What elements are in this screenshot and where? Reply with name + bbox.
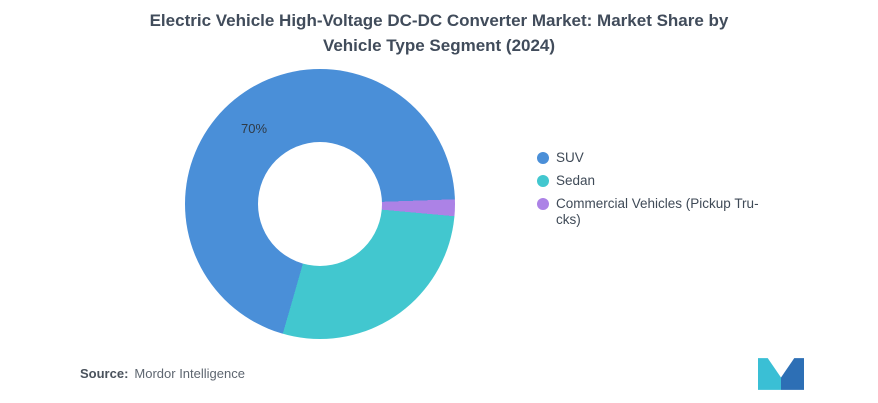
legend-label-sedan: Sedan — [556, 173, 596, 188]
legend-label-suv: SUV — [556, 150, 584, 165]
chart-title: Electric Vehicle High-Voltage DC-DC Conv… — [0, 8, 878, 58]
donut-chart: 70% — [185, 69, 455, 339]
mordor-intelligence-logo — [758, 358, 804, 390]
source-attribution: Source: Mordor Intelligence — [80, 366, 245, 381]
commercial-vehicles-legend-dot-icon — [537, 198, 549, 210]
source-name: Mordor Intelligence — [134, 366, 245, 381]
legend-label-commercial-vehicles: Commercial Vehicles (Pickup Tru- cks) — [556, 196, 759, 227]
suv-legend-dot-icon — [537, 152, 549, 164]
legend-item-sedan[interactable]: Sedan — [537, 173, 769, 189]
legend-item-commercial-vehicles[interactable]: Commercial Vehicles (Pickup Tru- cks) — [537, 196, 769, 228]
legend-item-suv[interactable]: SUV — [537, 150, 769, 166]
chart-title-line1: Electric Vehicle High-Voltage DC-DC Conv… — [149, 11, 729, 30]
suv-share-label: 70% — [241, 121, 268, 136]
source-prefix: Source: — [80, 366, 129, 381]
chart-legend: SUV Sedan Commercial Vehicles (Pickup Tr… — [537, 150, 769, 228]
chart-title-line2: Vehicle Type Segment (2024) — [322, 36, 556, 55]
sedan-legend-dot-icon — [537, 175, 549, 187]
donut-hole — [257, 141, 383, 267]
